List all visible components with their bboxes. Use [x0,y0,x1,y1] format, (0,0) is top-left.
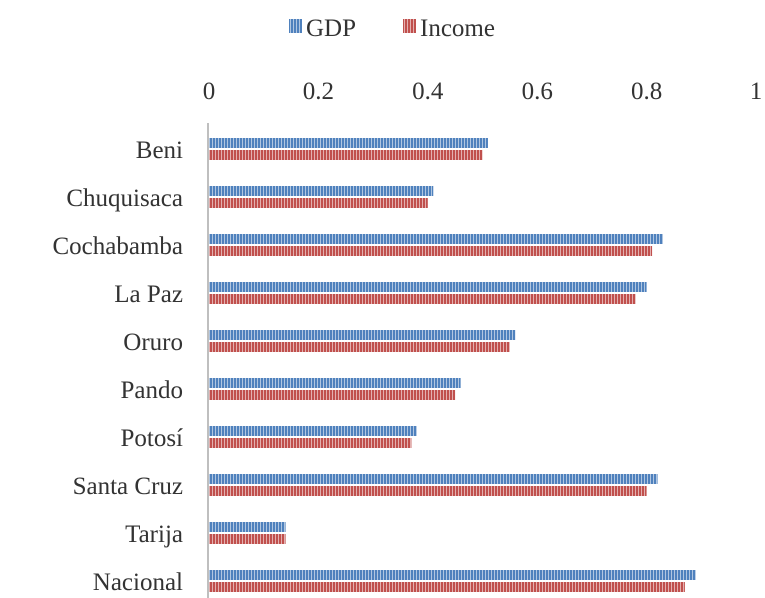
bar-gdp-chuquisaca [209,186,434,196]
bar-income-tarija [209,534,286,544]
category-label: Potosí [120,425,183,452]
bar-gdp-tarija [209,522,286,532]
x-axis-ticks: 0 0.2 0.4 0.6 0.8 1 [203,78,763,105]
category-label: Tarija [125,521,183,548]
bar-gdp-santa-cruz [209,474,658,484]
x-tick-label: 0.6 [522,78,553,105]
category-label: Nacional [93,569,183,596]
x-tick-label: 0.2 [303,78,334,105]
category-label: Oruro [123,329,183,356]
legend-label: GDP [306,15,356,42]
bar-gdp-potosí [209,426,417,436]
category-label: Cochabamba [52,233,183,260]
bar-gdp-la-paz [209,282,647,292]
bar-income-beni [209,150,483,160]
bar-gdp-oruro [209,330,516,340]
category-label: La Paz [114,281,183,308]
category-label: Beni [136,137,183,164]
x-tick-label: 1 [750,78,763,105]
bar-income-pando [209,390,456,400]
legend-label: Income [420,15,495,42]
bar-gdp-pando [209,378,461,388]
legend-swatch [289,19,302,33]
category-label: Santa Cruz [73,473,183,500]
x-tick-label: 0.8 [631,78,662,105]
bar-income-potosí [209,438,412,448]
bar-gdp-cochabamba [209,234,664,244]
bar-income-chuquisaca [209,198,428,208]
bar-gdp-nacional [209,570,696,580]
bars [209,138,696,592]
legend-swatch [403,19,416,33]
bar-income-oruro [209,342,510,352]
x-tick-label: 0 [203,78,216,105]
legend-item-gdp: GDP [289,15,356,42]
category-label: Chuquisaca [66,185,183,212]
category-labels: Beni Chuquisaca Cochabamba La Paz Oruro Pando… [52,137,183,596]
bar-income-cochabamba [209,246,653,256]
bar-gdp-beni [209,138,488,148]
bar-income-nacional [209,582,685,592]
bar-income-santa-cruz [209,486,647,496]
legend-item-income: Income [403,15,495,42]
legend: GDP Income [289,15,495,42]
category-label: Pando [121,377,184,404]
x-tick-label: 0.4 [412,78,444,105]
bar-income-la-paz [209,294,636,304]
